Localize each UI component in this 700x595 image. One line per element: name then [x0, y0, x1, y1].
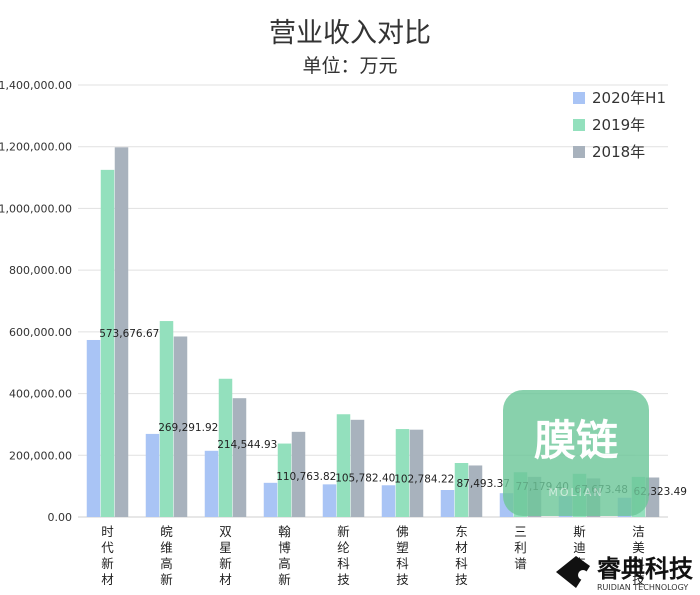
- data-label: 110,763.82: [276, 471, 336, 483]
- watermark-badge: [503, 390, 649, 516]
- category-label: 谱: [514, 556, 527, 571]
- data-label: 214,544.93: [217, 439, 277, 451]
- legend-swatch: [573, 146, 585, 158]
- bar-series-0-cat-6: [440, 490, 455, 517]
- data-label: 102,784.22: [394, 473, 454, 485]
- category-label: 博: [278, 540, 291, 555]
- logo-name-en: RUIDIAN TECHNOLOGY: [597, 583, 688, 592]
- category-label: 塑: [396, 540, 409, 555]
- legend-label: 2018年: [592, 143, 645, 161]
- category-label: 高: [160, 556, 173, 571]
- category-label: 材: [455, 540, 468, 555]
- category-label: 翰: [278, 524, 291, 539]
- bar-series-1-cat-3: [277, 443, 292, 517]
- y-tick-label: 800,000.00: [9, 264, 72, 277]
- legend-label: 2020年H1: [592, 89, 666, 107]
- category-label: 斯: [573, 524, 586, 539]
- category-label: 美: [632, 540, 645, 555]
- category-label: 新: [278, 572, 291, 587]
- legend-swatch: [573, 92, 585, 104]
- bar-series-2-cat-6: [468, 465, 483, 517]
- y-tick-label: 600,000.00: [9, 326, 72, 339]
- category-label: 利: [514, 540, 527, 555]
- bar-series-0-cat-4: [322, 484, 337, 517]
- data-label: 269,291.92: [158, 422, 218, 434]
- category-label: 维: [160, 540, 173, 555]
- category-label: 材: [101, 572, 114, 587]
- y-tick-label: 1,000,000.00: [0, 202, 72, 215]
- y-tick-label: 1,400,000.00: [0, 79, 72, 92]
- bar-series-2-cat-2: [232, 398, 247, 517]
- legend-label: 2019年: [592, 116, 645, 134]
- category-label: 技: [396, 572, 409, 587]
- category-label: 三: [514, 524, 527, 539]
- category-label: 迪: [573, 540, 586, 555]
- bar-series-2-cat-0: [114, 147, 129, 517]
- category-label: 新: [160, 572, 173, 587]
- category-label: 科: [455, 556, 468, 571]
- bar-series-2-cat-1: [173, 336, 188, 517]
- x-axis-categories: 时代新材皖维高新双星新材翰博高新新纶科技佛塑科技东材科技三利谱斯迪克洁美科技: [101, 524, 645, 587]
- category-label: 皖: [160, 524, 173, 539]
- category-label: 科: [396, 556, 409, 571]
- bar-series-1-cat-0: [100, 169, 115, 517]
- category-label: 双: [219, 524, 232, 539]
- bar-series-0-cat-0: [86, 339, 101, 517]
- data-label: 105,782.40: [335, 472, 395, 484]
- bar-series-1-cat-2: [218, 378, 233, 517]
- watermark-faint-text: MOLIAN: [548, 486, 603, 499]
- category-label: 技: [337, 572, 350, 587]
- category-label: 代: [101, 540, 114, 555]
- data-label: 573,676.67: [99, 328, 159, 340]
- y-tick-label: 0.00: [48, 511, 73, 524]
- category-label: 新: [219, 556, 232, 571]
- category-label: 时: [101, 524, 114, 539]
- category-label: 纶: [337, 540, 350, 555]
- watermark: 膜链 MOLIAN TrendBank: [503, 390, 649, 531]
- category-label: 技: [632, 572, 645, 587]
- chart-title: 营业收入对比: [269, 18, 431, 49]
- category-label: 新: [101, 556, 114, 571]
- category-label: 佛: [396, 524, 409, 539]
- category-label: 高: [278, 556, 291, 571]
- y-tick-label: 1,200,000.00: [0, 141, 72, 154]
- category-label: 新: [337, 524, 350, 539]
- category-label: 星: [219, 540, 232, 555]
- chart-subtitle: 单位：万元: [302, 55, 397, 77]
- y-tick-label: 200,000.00: [9, 449, 72, 462]
- legend: 2020年H1 2019年 2018年: [573, 89, 666, 161]
- watermark-main-text: 膜链: [534, 416, 618, 465]
- bar-series-0-cat-3: [263, 482, 278, 517]
- watermark-sub-text: TrendBank: [537, 518, 614, 531]
- logo-icon: [556, 556, 590, 588]
- bar-series-1-cat-5: [395, 429, 410, 517]
- logo-name-cn: 睿典科技: [597, 555, 694, 583]
- bar-series-2-cat-3: [291, 431, 306, 517]
- bar-series-0-cat-2: [204, 450, 219, 517]
- bar-series-1-cat-4: [336, 414, 351, 517]
- bar-series-0-cat-5: [381, 485, 396, 517]
- bar-series-2-cat-5: [409, 429, 424, 517]
- y-tick-label: 400,000.00: [9, 388, 72, 401]
- category-label: 技: [455, 572, 468, 587]
- bar-series-2-cat-4: [350, 419, 365, 517]
- legend-swatch: [573, 119, 585, 131]
- category-label: 科: [337, 556, 350, 571]
- bar-series-1-cat-6: [454, 463, 469, 517]
- y-axis: 0.00 200,000.00 400,000.00 600,000.00 800,00…: [0, 79, 72, 524]
- category-label: 东: [455, 524, 468, 539]
- bar-series-0-cat-1: [145, 433, 160, 517]
- data-label: 87,493.37: [457, 478, 510, 490]
- company-logo: 睿典科技 RUIDIAN TECHNOLOGY: [556, 555, 694, 592]
- category-label: 科: [632, 556, 645, 571]
- category-label: 洁: [632, 524, 645, 539]
- bar-series-1-cat-1: [159, 321, 174, 517]
- category-label: 材: [219, 572, 232, 587]
- bar-series-2-cat-9: [645, 477, 660, 517]
